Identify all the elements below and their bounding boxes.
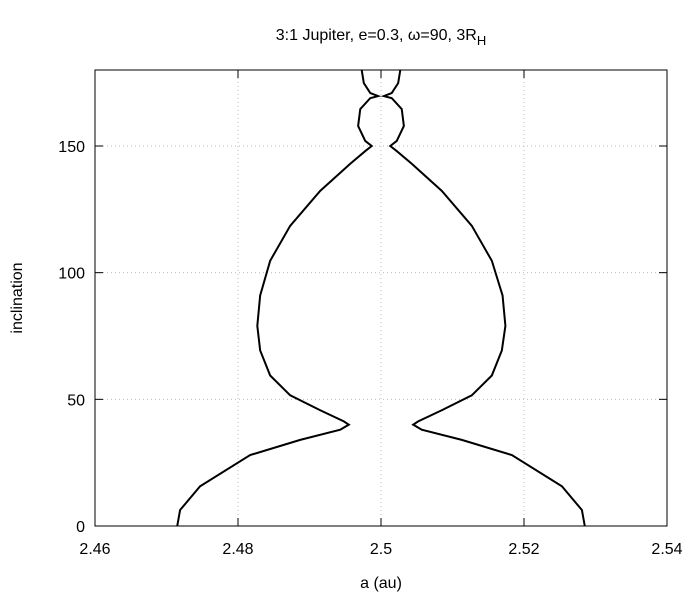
x-tick-label: 2.54: [651, 541, 682, 558]
x-tick-label: 2.52: [508, 541, 539, 558]
curve: [380, 69, 586, 527]
y-axis-label: inclination: [9, 262, 26, 333]
y-tick-label: 50: [67, 392, 85, 409]
title-main: 3:1 Jupiter, e=0.3, ω=90, 3R: [276, 27, 477, 44]
x-tick-label: 2.5: [370, 541, 392, 558]
y-tick-label: 0: [76, 519, 85, 536]
x-tick-label: 2.46: [79, 541, 110, 558]
x-tick-label: 2.48: [222, 541, 253, 558]
chart-title: 3:1 Jupiter, e=0.3, ω=90, 3RH: [276, 27, 486, 48]
title-subscript: H: [477, 33, 486, 48]
plot-frame: [94, 69, 668, 527]
x-axis-label: a (au): [360, 575, 402, 592]
y-tick-label: 100: [58, 266, 85, 283]
y-tick-label: 150: [58, 139, 85, 156]
curve: [176, 69, 382, 527]
